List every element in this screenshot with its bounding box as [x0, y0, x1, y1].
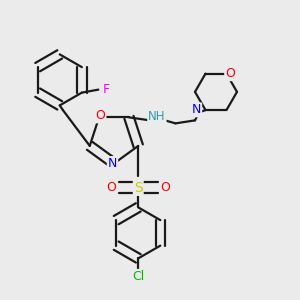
Text: N: N: [108, 157, 117, 170]
Text: N: N: [192, 103, 201, 116]
Text: O: O: [225, 67, 235, 80]
Text: O: O: [106, 182, 116, 194]
Text: NH: NH: [148, 110, 166, 123]
Text: Cl: Cl: [132, 270, 144, 283]
Text: O: O: [160, 182, 170, 194]
Text: F: F: [102, 83, 110, 96]
Text: O: O: [96, 110, 105, 122]
Text: S: S: [134, 181, 142, 195]
